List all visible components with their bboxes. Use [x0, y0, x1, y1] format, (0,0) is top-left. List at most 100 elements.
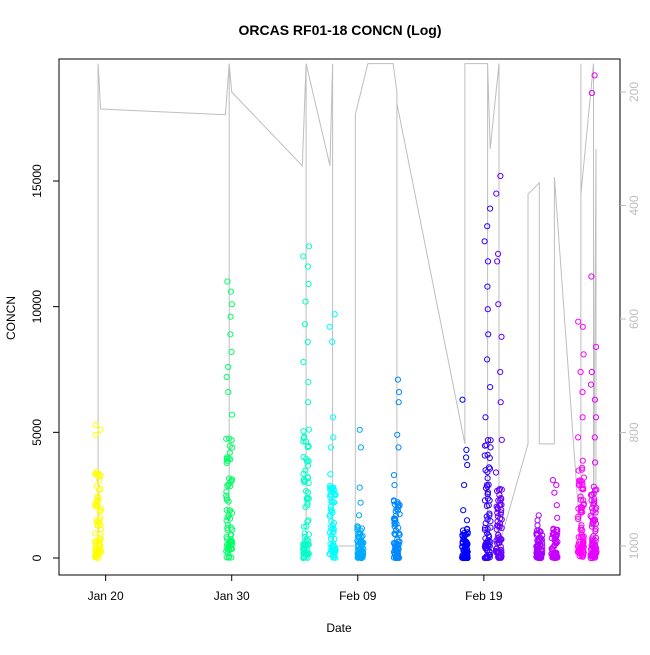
data-point [300, 540, 307, 547]
flight-series-2 [223, 278, 236, 561]
data-point [395, 538, 402, 545]
data-point [482, 541, 489, 548]
data-point [553, 502, 560, 509]
data-point [329, 529, 336, 536]
data-point [227, 313, 234, 320]
data-point [96, 508, 103, 515]
data-point [302, 438, 310, 445]
data-point [92, 421, 100, 428]
data-point [481, 497, 488, 504]
data-point [94, 494, 101, 501]
data-point [495, 301, 502, 308]
data-point [496, 485, 503, 492]
data-point [533, 542, 541, 549]
data-point [592, 520, 600, 527]
data-point [592, 343, 600, 350]
data-point [497, 368, 504, 376]
data-point [497, 554, 504, 561]
data-point [575, 515, 582, 523]
data-point [497, 515, 504, 522]
data-point [227, 531, 234, 538]
data-point [300, 470, 307, 477]
data-point [496, 539, 503, 547]
data-point [461, 532, 468, 539]
data-point [577, 368, 584, 376]
data-point [459, 552, 466, 559]
data-point [495, 486, 502, 493]
data-point [487, 384, 494, 391]
data-point [550, 529, 557, 536]
data-point [579, 457, 586, 464]
data-point [92, 551, 99, 558]
chart-title: ORCAS RF01-18 CONCN (Log) [238, 22, 441, 38]
data-point [591, 517, 598, 524]
data-point [301, 479, 308, 486]
data-point [497, 172, 504, 180]
data-point [223, 373, 230, 381]
data-point [327, 486, 334, 493]
data-point [331, 491, 338, 498]
data-point [227, 288, 234, 295]
data-point [484, 356, 491, 363]
data-point [587, 512, 594, 519]
data-point [576, 553, 583, 560]
data-point [579, 414, 586, 421]
data-point [551, 489, 558, 496]
data-point [97, 521, 104, 529]
data-point [302, 467, 309, 474]
flight-series-12 [574, 318, 588, 560]
data-point [495, 250, 502, 257]
data-point [224, 514, 231, 521]
y2-tick-label: 1000 [627, 532, 641, 559]
data-point [223, 495, 230, 502]
data-point [97, 535, 104, 543]
data-point [95, 545, 102, 553]
data-point [302, 298, 309, 305]
data-point [97, 426, 104, 433]
data-point [591, 500, 598, 507]
data-point [464, 530, 471, 537]
data-point [301, 321, 309, 328]
data-point [304, 494, 311, 501]
data-point [536, 536, 543, 543]
data-point [331, 546, 338, 553]
data-point [498, 524, 505, 532]
data-point [328, 485, 335, 492]
data-point [579, 533, 586, 541]
data-point [329, 552, 337, 560]
data-point [580, 486, 587, 493]
data-point [305, 517, 312, 524]
flight-series-11 [548, 477, 561, 562]
flight-series-3 [300, 243, 313, 562]
data-point [553, 482, 560, 489]
data-point [464, 540, 471, 547]
data-point [305, 479, 312, 486]
data-point [329, 338, 336, 345]
data-point [460, 507, 467, 514]
data-point [356, 484, 363, 491]
x-tick-label: Jan 30 [214, 589, 250, 603]
data-point [575, 513, 582, 520]
data-point [300, 553, 307, 561]
data-point [484, 258, 492, 265]
data-point [580, 351, 587, 358]
data-point [355, 551, 362, 559]
data-point [304, 462, 311, 469]
data-point [579, 323, 586, 330]
data-point [464, 461, 471, 469]
data-point [354, 533, 362, 540]
flight-series-4 [326, 311, 339, 561]
flight-series-10 [533, 512, 546, 562]
data-point [551, 554, 558, 562]
data-point [484, 283, 491, 290]
data-point [498, 333, 505, 340]
data-point [305, 280, 312, 288]
data-point [300, 546, 307, 553]
data-point [354, 526, 361, 533]
data-point [223, 507, 230, 514]
data-point [494, 540, 501, 547]
data-point [391, 482, 398, 489]
data-point [487, 524, 494, 531]
